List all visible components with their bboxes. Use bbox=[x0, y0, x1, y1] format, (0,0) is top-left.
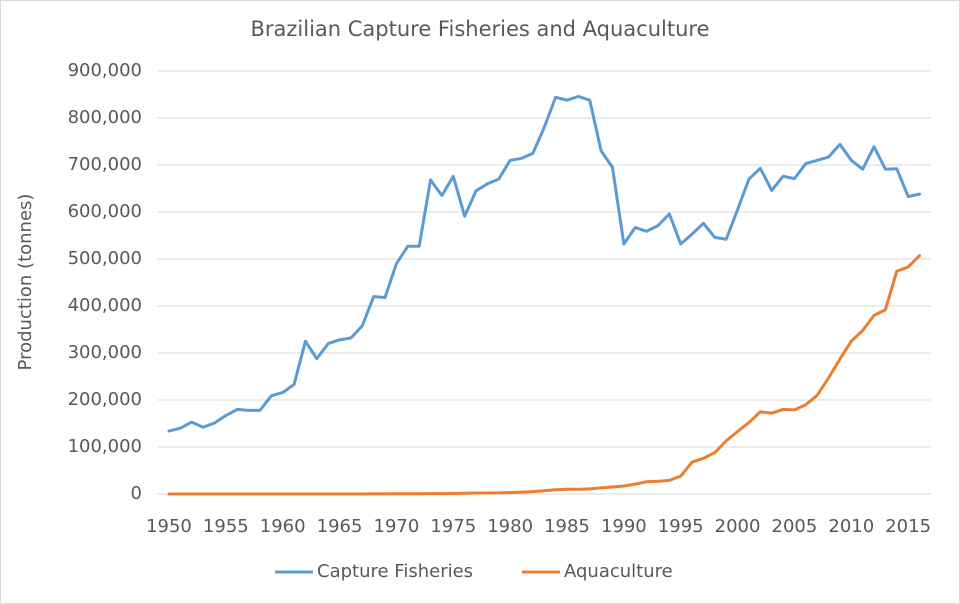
x-tick-label: 1950 bbox=[146, 516, 192, 537]
x-tick-label: 1970 bbox=[374, 516, 420, 537]
data-line bbox=[167, 94, 922, 433]
x-tick-label: 1980 bbox=[487, 516, 533, 537]
x-tick-label: 2010 bbox=[828, 516, 874, 537]
y-tick-label: 600,000 bbox=[68, 201, 142, 222]
x-tick-label: 1960 bbox=[260, 516, 306, 537]
x-tick-label: 2015 bbox=[885, 516, 931, 537]
y-tick-label: 200,000 bbox=[68, 389, 142, 410]
x-tick-label: 2005 bbox=[772, 516, 818, 537]
y-tick-label: 900,000 bbox=[68, 60, 142, 81]
x-tick-label: 1975 bbox=[430, 516, 476, 537]
y-tick-label: 100,000 bbox=[68, 436, 142, 457]
chart-title: Brazilian Capture Fisheries and Aquacult… bbox=[250, 17, 709, 41]
y-axis-title: Production (tonnes) bbox=[15, 194, 36, 371]
y-tick-label: 500,000 bbox=[68, 248, 142, 269]
data-line bbox=[167, 254, 922, 496]
y-tick-label: 400,000 bbox=[68, 295, 142, 316]
x-tick-label: 1985 bbox=[544, 516, 590, 537]
y-tick-label: 0 bbox=[131, 483, 142, 504]
y-tick-label: 300,000 bbox=[68, 342, 142, 363]
x-tick-label: 1965 bbox=[317, 516, 363, 537]
legend-label: Capture Fisheries bbox=[317, 561, 473, 582]
x-tick-label: 1955 bbox=[203, 516, 249, 537]
legend-label: Aquaculture bbox=[564, 561, 673, 582]
x-tick-label: 1995 bbox=[658, 516, 704, 537]
y-tick-label: 800,000 bbox=[68, 107, 142, 128]
x-tick-label: 1990 bbox=[601, 516, 647, 537]
y-tick-label: 700,000 bbox=[68, 154, 142, 175]
x-tick-label: 2000 bbox=[715, 516, 761, 537]
